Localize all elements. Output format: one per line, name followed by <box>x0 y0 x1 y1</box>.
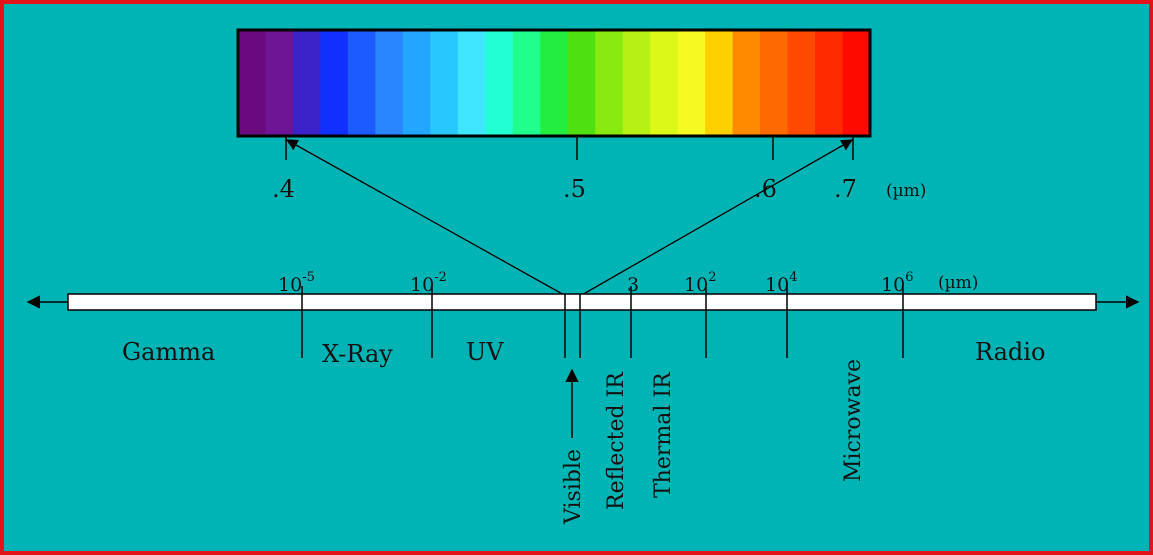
spectrum-band <box>458 30 486 136</box>
spectrum-unit-label: (µm) <box>886 181 926 201</box>
region-label-microwave: Microwave <box>841 359 866 482</box>
spectrum-band <box>568 30 596 136</box>
spectrum-band <box>265 30 293 136</box>
scale-unit-label: (µm) <box>938 273 978 293</box>
spectrum-band <box>843 30 871 136</box>
region-label-uv: UV <box>466 338 504 366</box>
spectrum-band <box>485 30 513 136</box>
visible-spectrum-bar <box>238 30 871 136</box>
spectrum-band <box>623 30 651 136</box>
region-label-visible: Visible <box>561 449 586 525</box>
spectrum-band <box>513 30 541 136</box>
spectrum-band <box>733 30 761 136</box>
scale-tick-label: 102 <box>684 270 716 296</box>
spectrum-band <box>238 30 266 136</box>
region-label-xray: X-Ray <box>322 340 393 368</box>
scale-tick-label: 10-5 <box>278 270 315 296</box>
spectrum-band <box>430 30 458 136</box>
scale-tick-label: 10-2 <box>410 270 447 296</box>
spectrum-band <box>403 30 431 136</box>
spectrum-band <box>678 30 706 136</box>
region-label-thermal-ir: Thermal IR <box>651 371 676 498</box>
spectrum-band <box>788 30 816 136</box>
scale-tick-label: 106 <box>881 270 913 296</box>
region-label-gamma: Gamma <box>122 338 215 366</box>
spectrum-band <box>705 30 733 136</box>
spectrum-band <box>320 30 348 136</box>
spectrum-band <box>650 30 678 136</box>
spectrum-band <box>760 30 788 136</box>
spectrum-tick-label: .4 <box>272 175 295 203</box>
spectrum-band <box>595 30 623 136</box>
spectrum-band <box>348 30 376 136</box>
spectrum-tick-label: .5 <box>563 175 586 203</box>
spectrum-band <box>540 30 568 136</box>
scale-tick-label: 3 <box>627 274 639 296</box>
zoom-arrow-left <box>287 140 566 296</box>
region-label-reflected-ir: Reflected IR <box>604 371 629 510</box>
wavelength-scale-bar <box>68 294 1096 310</box>
spectrum-band <box>293 30 321 136</box>
region-label-radio: Radio <box>975 338 1045 366</box>
scale-tick-label: 104 <box>765 270 797 296</box>
spectrum-band <box>375 30 403 136</box>
spectrum-band <box>815 30 843 136</box>
spectrum-tick-label: .7 <box>834 175 857 203</box>
